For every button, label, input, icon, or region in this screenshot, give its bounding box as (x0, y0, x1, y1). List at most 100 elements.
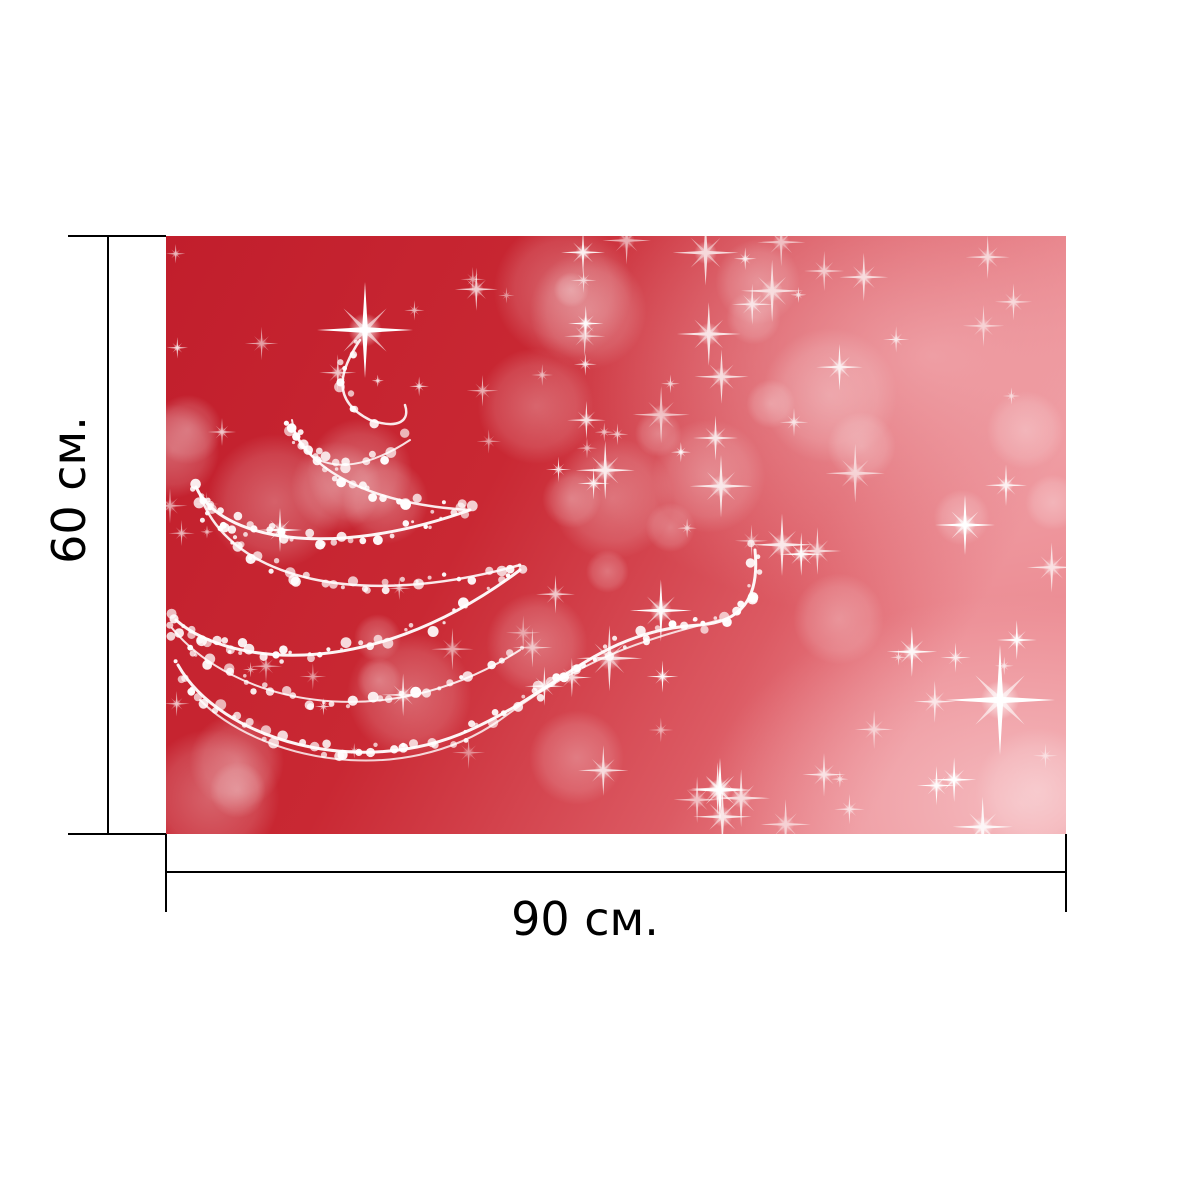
tree-light-dot (336, 531, 347, 542)
sparkle-star-icon (688, 758, 752, 822)
bokeh-circle (726, 290, 781, 345)
sparkle-star-icon (839, 252, 889, 302)
sparkle-star-icon (531, 364, 554, 386)
tree-light-dot (303, 445, 308, 451)
tree-light-dot (320, 751, 328, 759)
tree-light-dot (290, 576, 301, 587)
tree-light-dot (604, 651, 615, 661)
tree-light-dot (193, 693, 202, 702)
tree-light-dot (536, 694, 545, 702)
bokeh-circle (477, 348, 594, 465)
tree-light-dot (421, 688, 432, 698)
tree-light-dot (381, 578, 389, 586)
tree-light-dot (635, 625, 646, 637)
tree-light-dot (491, 709, 499, 716)
tree-light-dot (385, 447, 397, 458)
tree-light-dot (505, 573, 511, 578)
tree-light-dot (348, 480, 357, 489)
tree-light-dot (312, 456, 322, 466)
tree-light-dot (363, 586, 371, 594)
sparkle-star-icon (166, 488, 188, 524)
tree-light-dot (268, 568, 274, 574)
tree-light-dot (345, 704, 351, 709)
bokeh-circle (975, 728, 1066, 834)
tree-light-dot (362, 457, 371, 466)
sparkle-star-icon (646, 660, 679, 693)
tree-light-dot (237, 638, 248, 648)
bokeh-circle (761, 327, 898, 464)
sparkle-star-icon (825, 443, 885, 503)
tree-light-dot (207, 504, 217, 514)
tree-light-dot (277, 730, 289, 742)
tree-light-dot (532, 680, 544, 692)
tree-light-dot (468, 720, 476, 728)
tree-light-dot (232, 535, 238, 540)
tree-light-dot (250, 688, 257, 695)
tree-light-dot (602, 644, 608, 649)
tree-light-dot (456, 576, 462, 582)
tree-light-dot (315, 447, 323, 455)
tree-light-dot (307, 703, 314, 711)
sparkle-star-icon (816, 343, 863, 391)
bokeh-circle (551, 437, 674, 560)
tree-light-dot (193, 497, 205, 509)
bokeh-circle (166, 404, 220, 499)
bokeh-circle (986, 391, 1065, 470)
tree-light-dot (423, 524, 429, 529)
tree-light-dot (329, 580, 338, 589)
sparkle-star-icon (760, 799, 811, 834)
tree-light-dot (337, 359, 344, 366)
sparkle-star-icon (573, 352, 597, 376)
tree-light-dot (355, 748, 363, 757)
sparkle-star-icon (452, 736, 486, 770)
sparkle-star-icon (733, 247, 757, 271)
tree-light-dot (373, 742, 378, 747)
tree-light-dot (719, 611, 730, 623)
tree-light-dot (268, 737, 279, 749)
tree-light-dot (233, 711, 242, 720)
tree-light-dot (326, 647, 331, 652)
tree-light-dot (368, 450, 376, 458)
tree-light-dot (187, 625, 196, 634)
tree-light-dot (194, 653, 198, 657)
tree-light-dot (198, 698, 209, 709)
tree-light-dot (166, 621, 174, 629)
sparkle-star-icon (371, 374, 384, 387)
tree-light-dot (220, 523, 230, 533)
tree-light-dot (380, 455, 389, 465)
tree-light-dot (340, 647, 343, 651)
tree-light-dot (747, 593, 758, 605)
sparkle-star-icon (1026, 542, 1066, 593)
sparkle-star-icon (166, 337, 189, 359)
bokeh-circle (652, 419, 766, 533)
tree-light-dot (283, 420, 289, 426)
tree-light-dot (359, 537, 367, 545)
tree-light-dot (400, 499, 411, 510)
tree-light-dot (347, 390, 355, 397)
tree-light-dot (519, 645, 525, 650)
tree-light-dot (505, 564, 515, 574)
tree-light-dot (217, 507, 224, 515)
tree-light-dot (321, 579, 330, 588)
tree-light-dot (243, 532, 248, 537)
tree-light-dot (322, 466, 328, 473)
tree-light-dot (745, 558, 756, 568)
tree-light-dot (260, 725, 272, 736)
tree-light-dot (700, 625, 709, 634)
tree-light-dot (612, 635, 618, 641)
tree-light-dot (261, 736, 267, 742)
tree-light-dot (747, 584, 751, 588)
bokeh-circle (529, 710, 624, 805)
tree-light-dot (169, 614, 179, 624)
tree-light-dot (289, 692, 297, 699)
tree-light-dot (299, 739, 307, 746)
tree-light-dot (166, 631, 176, 641)
sparkle-star-icon (882, 326, 910, 353)
tree-light-dot (334, 381, 345, 393)
tree-light-dot (441, 500, 446, 505)
width-label: 90 см. (511, 892, 659, 946)
tree-light-dot (358, 640, 364, 646)
sparkle-star-icon (602, 236, 651, 265)
christmas-panel (166, 236, 1066, 834)
